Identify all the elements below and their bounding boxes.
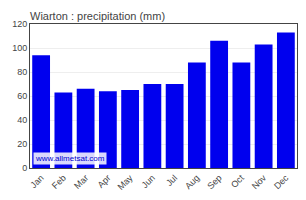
svg-text:Mar: Mar	[72, 173, 90, 191]
svg-text:Nov: Nov	[250, 172, 269, 191]
svg-text:Apr: Apr	[95, 173, 112, 190]
svg-text:80: 80	[17, 67, 27, 77]
svg-text:Sep: Sep	[205, 173, 223, 191]
svg-text:100: 100	[12, 43, 27, 53]
svg-text:120: 120	[12, 19, 27, 29]
svg-text:60: 60	[17, 91, 27, 101]
svg-text:Jul: Jul	[164, 173, 179, 188]
svg-text:Jun: Jun	[140, 173, 157, 190]
svg-text:May: May	[116, 172, 135, 191]
svg-text:20: 20	[17, 139, 27, 149]
svg-text:Wiarton : precipitation (mm): Wiarton : precipitation (mm)	[30, 10, 165, 22]
svg-text:Oct: Oct	[229, 172, 246, 189]
svg-text:0: 0	[22, 163, 27, 173]
svg-text:Jan: Jan	[28, 173, 45, 190]
svg-text:40: 40	[17, 115, 27, 125]
svg-text:www.allmetsat.com: www.allmetsat.com	[35, 154, 105, 163]
svg-text:Feb: Feb	[50, 173, 68, 191]
svg-text:Dec: Dec	[272, 172, 291, 191]
svg-text:Aug: Aug	[183, 173, 201, 191]
